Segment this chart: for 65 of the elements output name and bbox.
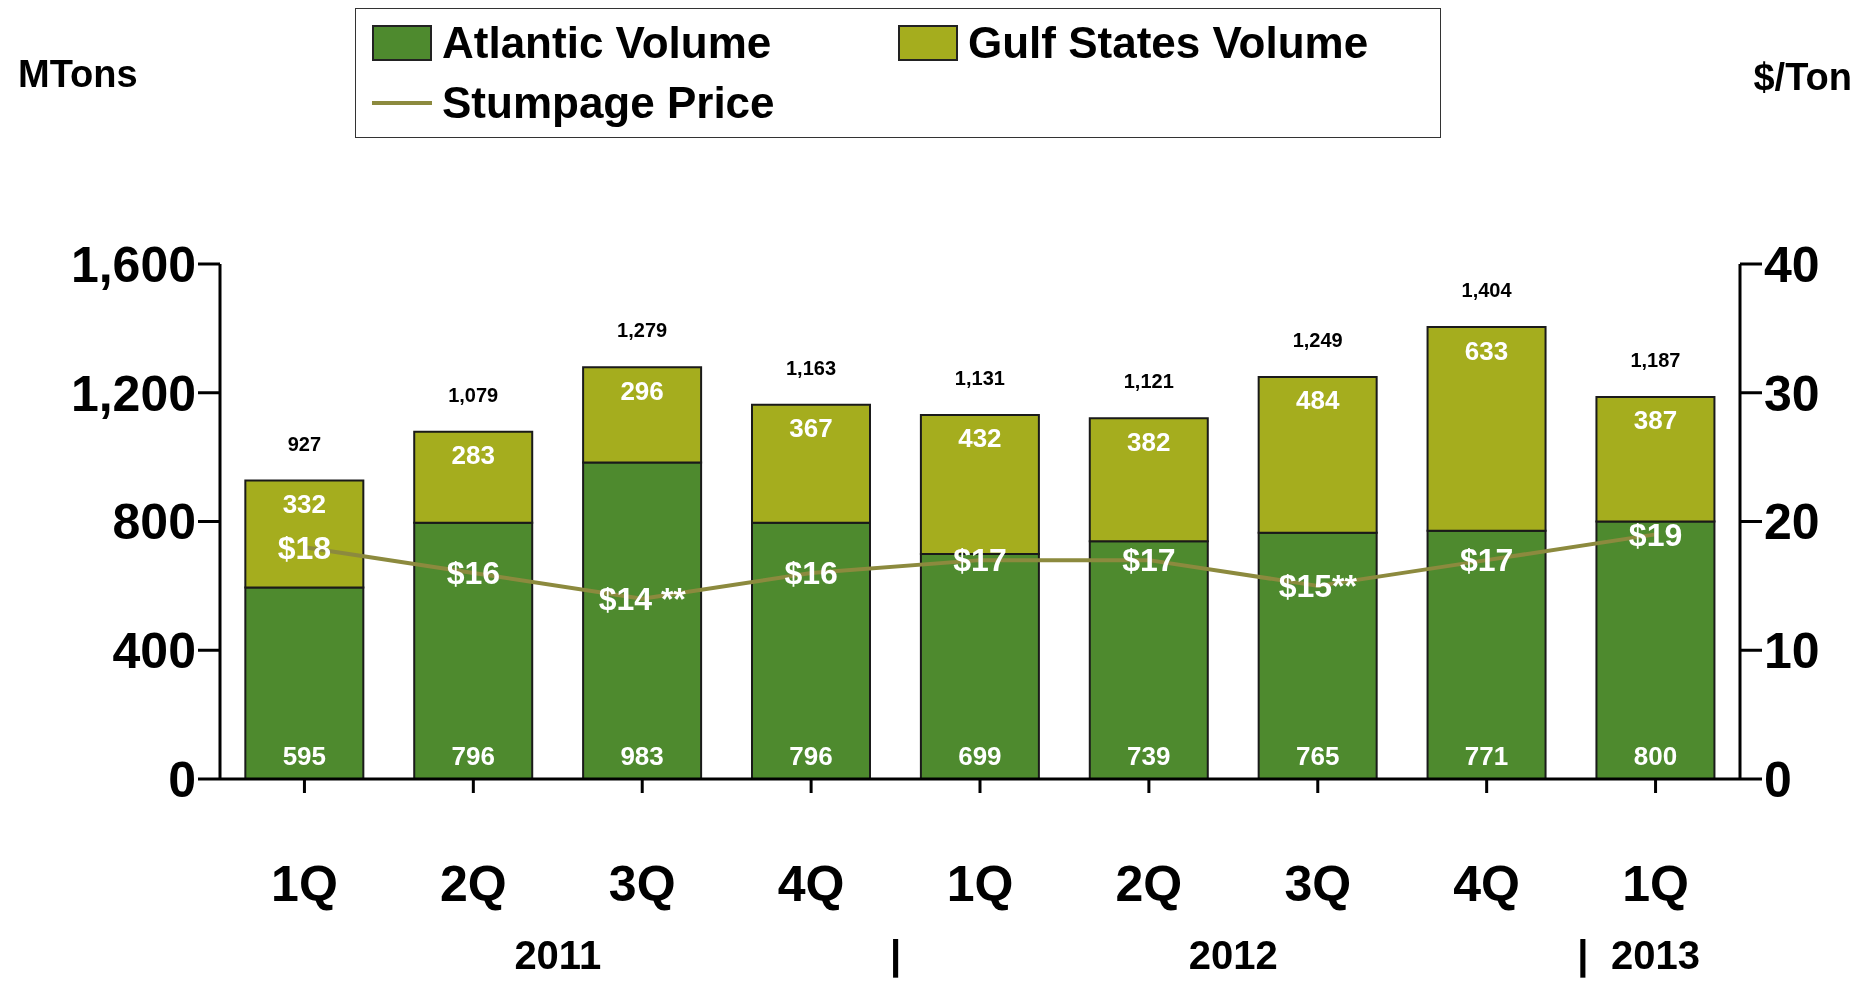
data-label: $17 [953, 542, 1007, 579]
total-label: 927 [287, 432, 322, 455]
total-label: 1,279 [617, 319, 668, 342]
y2-tick-label: 0 [1764, 751, 1792, 808]
data-label: $16 [784, 555, 838, 592]
x-tick-label: 1Q [271, 855, 338, 912]
data-label: 387 [1633, 405, 1678, 436]
data-label: $14 ** [598, 581, 687, 618]
data-label: 699 [958, 741, 1002, 771]
data-label: 983 [620, 741, 664, 771]
data-label: 283 [451, 440, 495, 471]
x-tick-label: 3Q [608, 855, 676, 912]
total-label: 1,079 [448, 383, 499, 406]
x-tick-label: 1Q [946, 855, 1014, 912]
data-label: $15** [1278, 568, 1358, 605]
y2-tick-label: 30 [1764, 365, 1820, 422]
legend-label: Gulf States Volume [968, 18, 1369, 68]
total-label: 1,131 [954, 366, 1005, 389]
text: 2011 [514, 933, 602, 978]
data-label: 332 [282, 489, 327, 520]
total-label: 1,187 [1630, 348, 1681, 371]
y2-tick-label: 40 [1764, 236, 1820, 293]
y2-tick-label: 10 [1764, 623, 1820, 679]
text: | [1577, 933, 1589, 978]
y2-tick-label: 20 [1764, 494, 1820, 551]
data-label: 633 [1464, 335, 1509, 366]
total-label: 1,121 [1123, 370, 1174, 393]
x-tick-label: 4Q [1453, 855, 1521, 912]
total-label: 1,404 [1461, 279, 1513, 302]
data-label: 367 [789, 413, 833, 444]
data-label: $16 [446, 555, 501, 592]
x-tick-label: 2Q [1115, 855, 1183, 912]
total-label: 1,249 [1292, 328, 1343, 351]
y-tick-label: 800 [112, 494, 196, 551]
data-label: 484 [1295, 385, 1340, 416]
data-label: 739 [1127, 741, 1171, 771]
data-label: 296 [620, 375, 664, 406]
data-label: 765 [1295, 741, 1340, 771]
data-label: 796 [789, 741, 833, 771]
data-label: 382 [1127, 426, 1171, 457]
y-tick-label: 0 [168, 751, 196, 808]
data-label: 800 [1633, 741, 1678, 771]
data-label: $19 [1628, 516, 1683, 553]
data-label: 771 [1464, 741, 1509, 771]
y2-axis-title: $/Ton [1753, 56, 1852, 99]
text: 2012 [1188, 933, 1278, 978]
data-label: 595 [282, 741, 327, 771]
y-tick-label: 1,200 [70, 365, 196, 422]
y-tick-label: 400 [112, 623, 196, 679]
data-label: 432 [958, 423, 1002, 454]
data-label: $17 [1459, 542, 1514, 579]
x-tick-label: 3Q [1284, 855, 1352, 912]
text: | [889, 933, 902, 978]
data-label: $17 [1122, 542, 1176, 579]
data-label: $18 [277, 529, 332, 566]
y-tick-label: 1,600 [70, 236, 196, 293]
x-tick-label: 4Q [777, 855, 845, 912]
x-tick-label: 1Q [1622, 855, 1689, 912]
legend-label: Stumpage Price [442, 78, 775, 128]
total-label: 1,163 [785, 356, 837, 379]
y-axis-title: MTons [18, 53, 138, 96]
legend-label: Atlantic Volume [442, 18, 772, 68]
data-label: 796 [451, 741, 495, 771]
text: 2013 [1611, 933, 1701, 978]
x-tick-label: 2Q [439, 855, 507, 912]
